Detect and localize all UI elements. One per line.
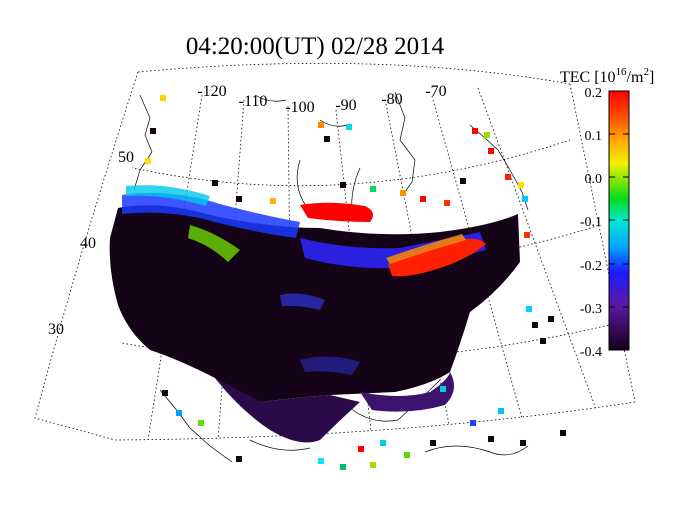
texas-blue xyxy=(300,356,360,375)
station-marker xyxy=(324,136,330,142)
station-marker xyxy=(404,452,410,458)
longitude-labels: -120 -110 -100 -90 -80 -70 xyxy=(197,83,446,116)
station-markers xyxy=(145,95,566,470)
station-marker xyxy=(370,462,376,468)
map-frame xyxy=(34,62,636,441)
midwest-blue xyxy=(280,293,325,310)
station-marker xyxy=(484,132,490,138)
station-marker xyxy=(340,182,346,188)
station-marker xyxy=(176,410,182,416)
colorbar-tick-label: -0.1 xyxy=(580,215,602,230)
gulf-tec-region xyxy=(360,372,454,412)
station-marker xyxy=(212,180,218,186)
tec-data-layer xyxy=(109,185,521,443)
canada-red-cluster xyxy=(300,202,374,222)
colorbar-tick-label: -0.4 xyxy=(580,345,602,360)
station-marker xyxy=(472,128,478,134)
station-marker xyxy=(198,420,204,426)
station-marker xyxy=(236,196,242,202)
lat-label: 40 xyxy=(80,235,96,252)
map-title: 04:20:00(UT) 02/28 2014 xyxy=(186,33,445,60)
station-marker xyxy=(380,440,386,446)
station-marker xyxy=(518,182,524,188)
station-marker xyxy=(340,464,346,470)
station-marker xyxy=(420,196,426,202)
station-marker xyxy=(505,174,511,180)
station-marker xyxy=(150,128,156,134)
station-marker xyxy=(526,306,532,312)
mexico-tec-region xyxy=(215,378,360,443)
lon-label: -100 xyxy=(285,99,314,116)
station-marker xyxy=(318,458,324,464)
station-marker xyxy=(145,158,151,164)
station-marker xyxy=(488,436,494,442)
station-marker xyxy=(346,124,352,130)
northern-band-blue xyxy=(122,192,300,238)
station-marker xyxy=(532,322,538,328)
station-marker xyxy=(460,178,466,184)
lon-label: -90 xyxy=(335,97,356,114)
colorbar-ticks xyxy=(609,90,629,351)
lon-label: -70 xyxy=(425,83,446,100)
station-marker xyxy=(370,186,376,192)
colorbar-tick-label: 0.1 xyxy=(585,129,603,144)
station-marker xyxy=(520,440,526,446)
station-marker xyxy=(440,386,446,392)
station-marker xyxy=(560,430,566,436)
colorbar: TEC [1016/m2] 0.2 0.1 0.0 -0.1 -0.2 -0.3… xyxy=(560,66,654,360)
station-marker xyxy=(160,95,166,101)
station-marker xyxy=(270,198,276,204)
station-marker xyxy=(540,338,546,344)
station-marker xyxy=(522,196,528,202)
station-marker xyxy=(318,122,324,128)
coastlines xyxy=(133,91,529,463)
lon-label: -110 xyxy=(239,93,268,110)
station-marker xyxy=(488,148,494,154)
lon-label: -120 xyxy=(197,83,226,100)
colorbar-tick-label: 0.2 xyxy=(585,86,603,101)
northern-band-green xyxy=(188,225,240,262)
lat-label: 30 xyxy=(48,321,64,338)
station-marker xyxy=(498,408,504,414)
enhancement-red xyxy=(388,238,486,277)
station-marker xyxy=(162,390,168,396)
station-marker xyxy=(470,420,476,426)
lon-label: -80 xyxy=(381,91,402,108)
station-marker xyxy=(400,190,406,196)
station-marker xyxy=(236,456,242,462)
colorbar-tick-label: -0.2 xyxy=(580,259,602,274)
station-marker xyxy=(430,440,436,446)
station-marker xyxy=(358,446,364,452)
enhancement-orange xyxy=(386,234,466,264)
station-marker xyxy=(444,200,450,206)
latitude-labels: 50 40 30 xyxy=(48,149,134,338)
station-marker xyxy=(548,316,554,322)
northern-band-cyan xyxy=(126,185,210,206)
lat-label: 50 xyxy=(118,149,134,166)
station-marker xyxy=(524,232,530,238)
colorbar-tick-label: 0.0 xyxy=(585,172,603,187)
colorbar-tick-label: -0.3 xyxy=(580,302,602,317)
colorbar-label: TEC [1016/m2] xyxy=(560,66,654,86)
